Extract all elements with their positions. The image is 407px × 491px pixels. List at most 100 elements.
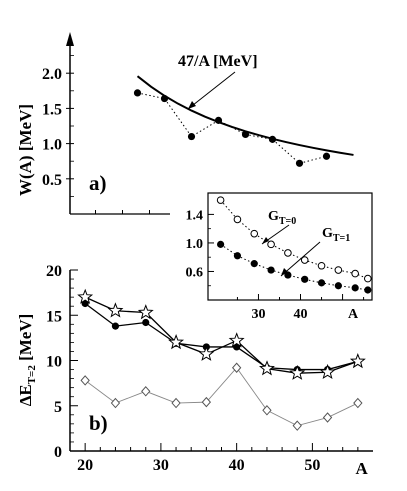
inset-point xyxy=(334,282,342,290)
panel-b-point xyxy=(319,363,336,380)
panel-b-x-tick-label: 20 xyxy=(77,457,93,474)
panel-a-y-tick-label: 1.5 xyxy=(42,101,62,118)
panel-b-point xyxy=(111,322,120,330)
panel-a-y-tick-label: 1.0 xyxy=(42,137,62,154)
panel-b-series-line xyxy=(84,296,359,374)
panel-b-point xyxy=(353,397,363,409)
formula-label: 47/A [MeV] xyxy=(178,53,258,70)
inset-arrow-t1 xyxy=(280,241,321,277)
chart-marks xyxy=(77,75,372,431)
inset-x-tick-label: 40 xyxy=(294,307,308,322)
panel-b-point xyxy=(80,375,90,386)
panel-inset: GT=0 GT=1 1.41.00.630 40 A xyxy=(186,192,373,322)
inset-point xyxy=(233,215,242,224)
inset-point xyxy=(217,240,225,248)
panel-b-y-tick-label: 20 xyxy=(46,263,62,280)
inset-point xyxy=(233,252,242,260)
panel-b-point xyxy=(322,412,333,423)
inset-point xyxy=(284,249,292,257)
panel-b-point xyxy=(201,396,212,408)
inset-point xyxy=(334,266,343,274)
panel-a-point xyxy=(295,159,304,167)
panel-b-point xyxy=(137,304,154,320)
inset-point xyxy=(364,286,372,294)
inset-x-tick-label: 30 xyxy=(251,307,265,322)
panel-a-y-tick-label: 0.5 xyxy=(42,172,62,189)
inset-point xyxy=(267,240,275,249)
panel-a-label: a) xyxy=(89,171,107,195)
panel-a-point xyxy=(187,132,196,141)
inset-frame xyxy=(207,192,373,301)
panel-a-point xyxy=(322,152,331,160)
inset-legend-g-t0-name: G xyxy=(268,209,279,224)
panel-b-label: b) xyxy=(89,411,108,435)
panel-b-point xyxy=(171,397,181,409)
panel-b-x-tick-label: 50 xyxy=(304,457,320,474)
panel-b-y-tick-label: 5 xyxy=(54,399,62,416)
panel-b-x-tick-label: 30 xyxy=(153,457,169,474)
inset-legend-g-t1-name: G xyxy=(322,226,333,241)
inset-point xyxy=(351,284,359,292)
panel-b-series-line xyxy=(84,367,359,427)
panel-b-point xyxy=(110,397,121,409)
panel-b-y-label-sub: T=2 xyxy=(26,365,38,385)
panel-b-point xyxy=(107,302,124,318)
panel-b-point xyxy=(228,332,245,348)
inset-point xyxy=(301,275,309,283)
panel-b-point xyxy=(77,288,94,304)
panel-a: W(A) [MeV] a) 47/A [MeV] 2.0 1.5 1.0 0.5 xyxy=(16,32,258,215)
panel-b-point xyxy=(292,420,302,431)
panel-a-point xyxy=(241,130,250,139)
panel-b-point xyxy=(168,333,185,350)
formula-arrow-icon xyxy=(188,101,196,109)
panel-b-point xyxy=(198,345,215,361)
inset-legend-g-t1-sub: T=1 xyxy=(333,233,350,244)
inset-point xyxy=(216,196,225,204)
inset-y-tick-label: 0.6 xyxy=(186,265,204,280)
panel-b-x-tick-label: 40 xyxy=(229,457,245,474)
formula-arrow xyxy=(187,71,236,110)
panel-b-y-axis-label: ΔET=2 [MeV] xyxy=(16,314,38,407)
inset-legend-g-t0-sub: T=0 xyxy=(279,216,296,227)
panel-b-x-tick-label: A xyxy=(355,459,368,478)
inset-legend-g-t0: GT=0 xyxy=(268,209,296,227)
panel-b-point xyxy=(142,318,150,327)
panel-b-point xyxy=(141,386,151,397)
panel-b-y-label-unit: [MeV] xyxy=(16,314,35,365)
panel-b-y-label-main: ΔE xyxy=(16,384,35,406)
inset-point xyxy=(250,260,258,268)
panel-b-y-tick-label: 10 xyxy=(46,354,62,371)
inset-y-tick-label: 1.0 xyxy=(186,237,204,252)
inset-point xyxy=(317,261,326,270)
panel-a-point xyxy=(160,94,169,103)
panel-a-point xyxy=(268,135,277,143)
panel-b-point xyxy=(262,405,272,416)
inset-point xyxy=(351,269,359,278)
panel-a-y-tick-label: 2.0 xyxy=(42,66,62,83)
panel-b-series-line xyxy=(84,302,359,371)
inset-point xyxy=(250,229,259,238)
inset-point xyxy=(284,271,292,279)
panel-b-point xyxy=(258,360,275,376)
panel-a-point xyxy=(214,116,223,124)
inset-y-tick-label: 1.4 xyxy=(186,208,204,223)
inset-series-line xyxy=(220,199,368,280)
panel-a-curve-line xyxy=(136,75,354,156)
panel-a-dotted-line xyxy=(137,92,327,164)
panel-a-y-arrow-icon xyxy=(66,32,74,46)
panel-b-point xyxy=(289,364,306,380)
panel-a-point xyxy=(133,89,142,97)
inset-point xyxy=(300,256,309,264)
inset-x-tick-label: A xyxy=(348,307,359,322)
inset-point xyxy=(363,274,372,283)
panel-b-y-tick-label: 0 xyxy=(54,444,62,461)
inset-legend-g-t1: GT=1 xyxy=(322,226,350,244)
inset-point xyxy=(267,266,275,274)
panel-b-y-tick-label: 15 xyxy=(46,308,62,325)
panel-a-y-axis-label: W(A) [MeV] xyxy=(16,104,35,196)
inset-point xyxy=(317,279,326,287)
panel-b-point xyxy=(349,352,366,369)
panel-b-point xyxy=(231,362,242,373)
